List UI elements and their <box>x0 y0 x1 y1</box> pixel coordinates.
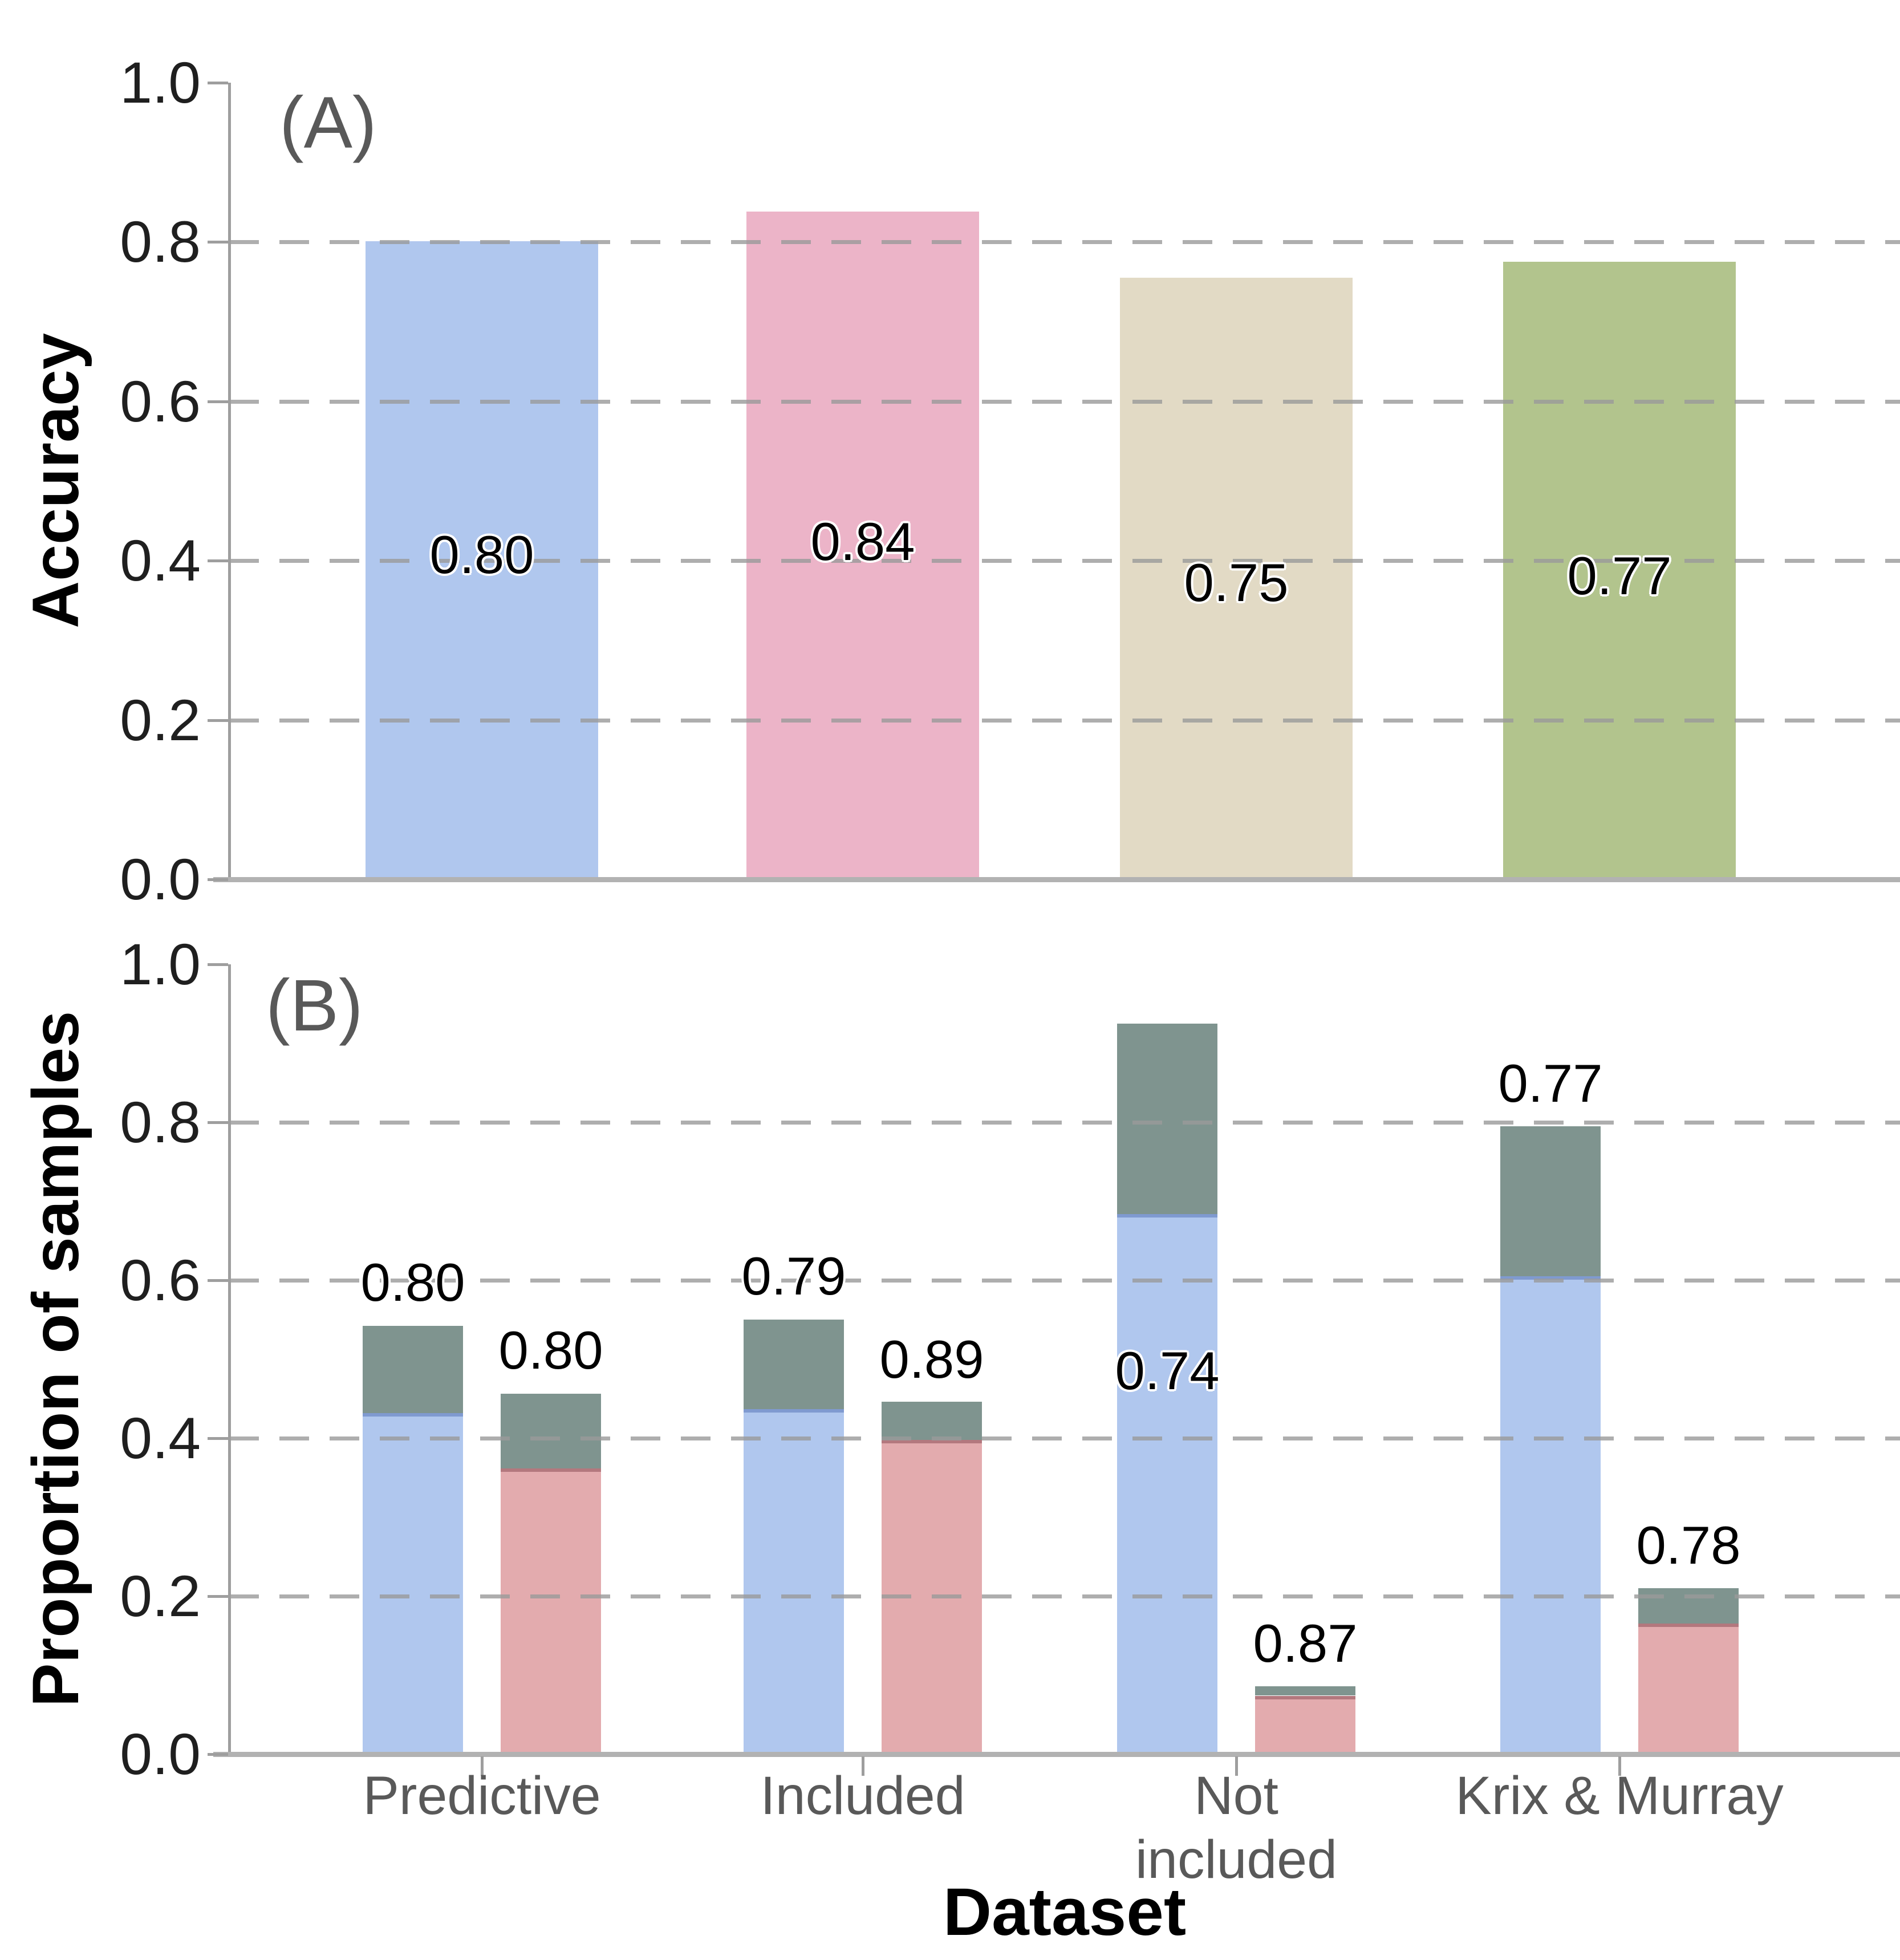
stacked-bar-bottom-segment <box>363 1413 463 1754</box>
x-axis-line-A <box>213 877 1900 882</box>
bar-a-value-label: 0.80 <box>429 525 534 585</box>
stacked-bar-bottom-segment <box>744 1409 844 1754</box>
gridline-A-0.2 <box>229 718 1900 723</box>
x-category-label-3-line-0: Krix & Murray <box>1455 1766 1784 1826</box>
gridline-A-0.4 <box>229 559 1900 563</box>
x-tick-0 <box>481 1756 484 1776</box>
gridline-A-0.8 <box>229 240 1900 245</box>
y-tick-B-0.8 <box>208 1121 228 1124</box>
y-tick-A-1.0 <box>208 82 228 84</box>
stacked-bar-bottom-segment <box>1638 1624 1739 1754</box>
bar-b-value-label: 0.77 <box>1498 1053 1603 1114</box>
stacked-bar-top-segment <box>1638 1588 1739 1624</box>
stacked-bar-top-segment <box>882 1402 982 1440</box>
stacked-bar-bottom-segment <box>1117 1214 1217 1754</box>
x-category-label-0-line-0: Predictive <box>363 1766 601 1826</box>
gridline-B-0.8 <box>229 1121 1900 1125</box>
panel-b-tag: (B) <box>266 965 363 1046</box>
bar-b-value-label: 0.74 <box>1115 1341 1220 1401</box>
stacked-bar-bottom-segment <box>1500 1276 1601 1754</box>
bar-b-value-label: 0.80 <box>360 1252 465 1313</box>
bar-a-not-included <box>1120 278 1353 879</box>
y-axis-line-A <box>228 83 231 879</box>
bar-b-value-label: 0.89 <box>879 1329 984 1389</box>
stacked-bar-top-segment <box>744 1320 844 1409</box>
y-tick-A-0.8 <box>208 241 228 244</box>
y-tick-label-B-0.4: 0.4 <box>120 1406 201 1471</box>
y-tick-label-A-1.0: 1.0 <box>120 50 201 115</box>
stacked-bar-top-segment <box>1117 1023 1217 1214</box>
bar-a-krix-murray <box>1503 262 1736 879</box>
bar-a-value-label: 0.75 <box>1184 553 1289 613</box>
bar-b-value-label: 0.78 <box>1636 1515 1741 1576</box>
bar-a-included <box>746 212 979 879</box>
gridline-B-0.2 <box>229 1594 1900 1598</box>
y-tick-label-B-0.0: 0.0 <box>120 1722 201 1787</box>
x-category-label-2-line-0: Not <box>1194 1766 1278 1826</box>
y-tick-label-B-0.2: 0.2 <box>120 1564 201 1629</box>
y-tick-B-0.4 <box>208 1437 228 1440</box>
y-tick-B-1.0 <box>208 963 228 966</box>
bar-b-value-label: 0.87 <box>1253 1613 1358 1674</box>
y-tick-B-0.6 <box>208 1279 228 1282</box>
y-tick-label-A-0.2: 0.2 <box>120 687 201 753</box>
y-tick-B-0.0 <box>208 1753 228 1756</box>
x-tick-1 <box>862 1756 864 1776</box>
x-category-label-1-line-0: Included <box>760 1766 965 1826</box>
y-tick-label-B-0.6: 0.6 <box>120 1248 201 1313</box>
y-tick-B-0.2 <box>208 1595 228 1598</box>
y-tick-A-0.0 <box>208 878 228 881</box>
gridline-B-0.6 <box>229 1279 1900 1283</box>
y-tick-label-A-0.0: 0.0 <box>120 847 201 912</box>
panel-a-y-axis-title: Accuracy <box>19 333 92 628</box>
y-tick-A-0.2 <box>208 719 228 722</box>
x-tick-2 <box>1235 1756 1238 1776</box>
y-tick-label-A-0.6: 0.6 <box>120 368 201 434</box>
stacked-bar-top-segment <box>1255 1686 1355 1696</box>
stacked-bar-top-segment <box>1500 1126 1601 1277</box>
bar-a-value-label: 0.84 <box>810 511 915 571</box>
x-axis-title: Dataset <box>943 1874 1187 1950</box>
y-axis-line-B <box>228 964 231 1754</box>
y-tick-label-B-0.8: 0.8 <box>120 1090 201 1155</box>
x-axis-line-B <box>213 1752 1900 1757</box>
stacked-bar-top-segment <box>363 1326 463 1413</box>
y-tick-A-0.4 <box>208 559 228 563</box>
bar-a-value-label: 0.77 <box>1567 545 1672 606</box>
y-tick-label-A-0.4: 0.4 <box>120 528 201 594</box>
stacked-bar-top-segment <box>501 1394 601 1468</box>
y-tick-A-0.6 <box>208 400 228 403</box>
gridline-A-0.6 <box>229 399 1900 404</box>
x-tick-3 <box>1618 1756 1621 1776</box>
gridline-B-0.4 <box>229 1436 1900 1440</box>
panel-a-tag: (A) <box>279 82 377 164</box>
y-tick-label-A-0.8: 0.8 <box>120 209 201 275</box>
stacked-bar-bottom-segment <box>1255 1695 1355 1754</box>
bar-b-value-label: 0.80 <box>498 1320 603 1381</box>
stacked-bar-bottom-segment <box>501 1468 601 1754</box>
bar-b-value-label: 0.79 <box>741 1246 846 1306</box>
panel-b-y-axis-title: Proportion of samples <box>19 1011 92 1707</box>
x-category-label-2-line-1: included <box>1135 1829 1337 1890</box>
y-tick-label-B-1.0: 1.0 <box>120 932 201 997</box>
